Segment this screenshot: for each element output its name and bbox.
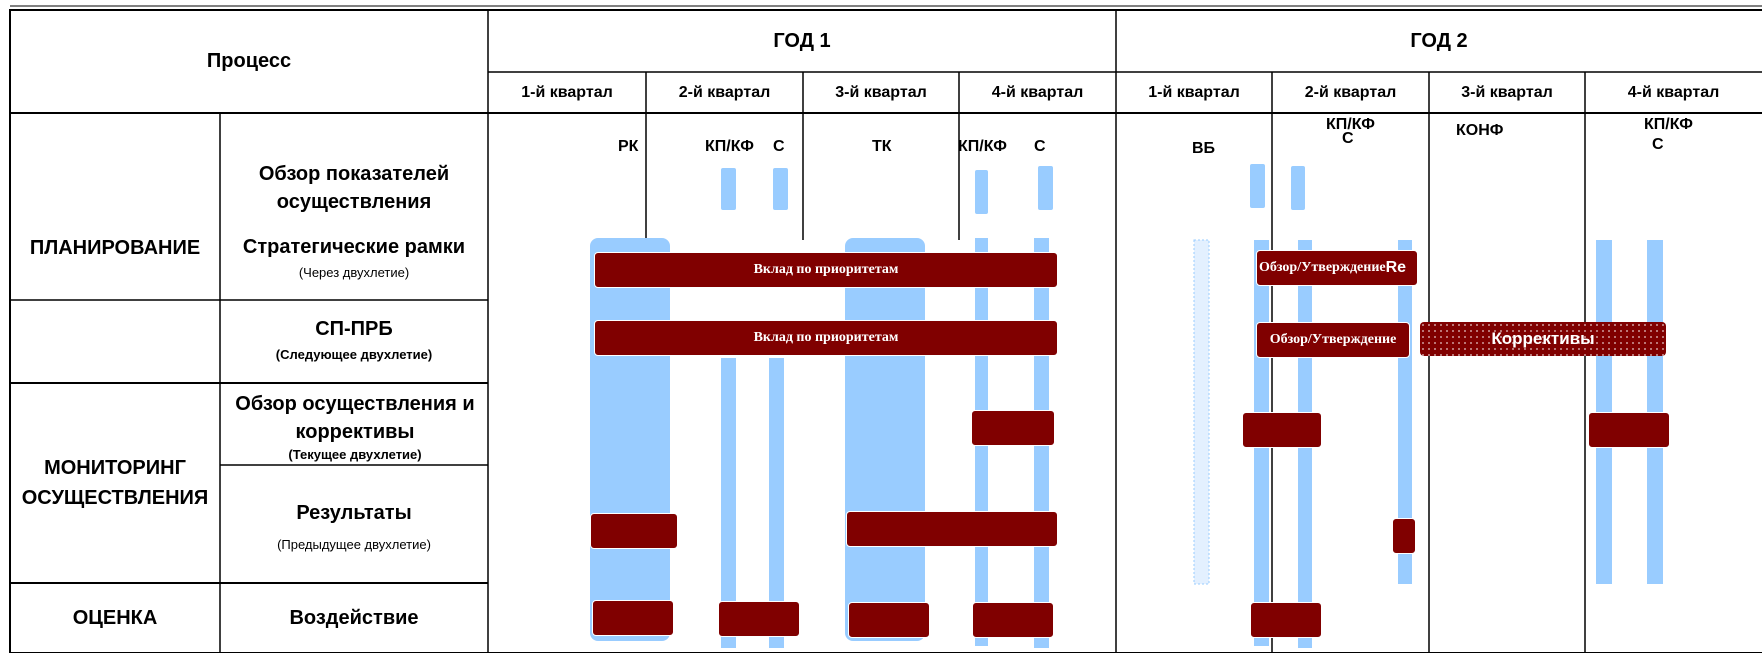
sp-prb-label: СП-ПРБ (Следующее двухлетие) [228,318,480,362]
implementation-review-block [1242,412,1322,448]
quarter-header: 4-й квартал [991,83,1084,101]
quarter-header: 2-й квартал [1304,83,1397,101]
results-block [1392,518,1416,554]
strategic-framework-note: (Через двухлетие) [298,265,410,280]
implementation-review-note: (Текущее двухлетие) [288,447,422,462]
sp-prb-note: (Следующее двухлетие) [275,347,433,362]
marker-tk: ТК [872,138,892,155]
process-header: Процесс [206,50,292,72]
evaluation-label: ОЦЕНКА [72,606,158,629]
monitoring-label: МОНИТОРИНГ ОСУЩЕСТВЛЕНИЯ [21,457,209,509]
strategic-framework-title: Стратегические рамки [242,236,466,258]
quarter-header: 1-й квартал [521,83,613,101]
review-approval-bar: Обзор/Утверждение Re [1256,250,1418,286]
impact-block [972,602,1054,638]
strategic-framework-label: Стратегические рамки (Через двухлетие) [228,236,480,280]
sp-prb-title: СП-ПРБ [315,318,393,340]
quarter-header: 3-й квартал [835,83,927,101]
quarter-header: 4-й квартал [1627,83,1720,101]
marker-rk: РК [618,138,639,155]
marker-vb: ВБ [1192,140,1216,157]
results-label: Результаты (Предыдущее двухлетие) [228,502,480,552]
implementation-review-block [971,410,1055,446]
contribution-priorities-bar: Вклад по приоритетам [594,252,1058,288]
implementation-review-title: Обзор осуществления и коррективы [235,393,475,443]
results-note: (Предыдущее двухлетие) [277,537,431,552]
performance-review-label: Обзор показателей осуществления [258,163,450,213]
contribution-priorities-bar: Вклад по приоритетам [594,320,1058,356]
review-approval-bar: Обзор/Утверждение [1256,322,1410,358]
marker-c: С [1034,138,1046,155]
impact-block [1250,602,1322,638]
marker-kpkf: КП/КФ [1326,116,1375,133]
implementation-review-block [1588,412,1670,448]
impact-block [718,601,800,637]
adjustments-bar: Коррективы [1420,322,1666,356]
marker-kpkf: КП/КФ [1644,116,1693,133]
marker-c: С [773,138,785,155]
planning-label: ПЛАНИРОВАНИЕ [29,236,201,259]
quarter-header: 1-й квартал [1148,83,1240,101]
results-block [846,511,1058,547]
review-approval-tail: Re [1385,259,1407,276]
marker-kpkf: КП/КФ [705,138,754,155]
marker-c: С [1652,136,1664,153]
quarter-header: 3-й квартал [1461,83,1553,101]
marker-c: С [1342,130,1354,147]
results-block [590,513,678,549]
marker-konf: КОНФ [1456,122,1504,139]
marker-kpkf: КП/КФ [958,138,1007,155]
year1-header: ГОД 1 [773,29,831,52]
quarter-header: 2-й квартал [678,83,771,101]
impact-block [848,602,930,638]
implementation-review-label: Обзор осуществления и коррективы (Текуще… [222,390,488,464]
review-approval-text: Обзор/Утверждение [1259,260,1386,275]
impact-label: Воздействие [289,606,419,629]
impact-block [592,600,674,636]
results-title: Результаты [296,502,412,524]
year2-header: ГОД 2 [1410,29,1468,52]
